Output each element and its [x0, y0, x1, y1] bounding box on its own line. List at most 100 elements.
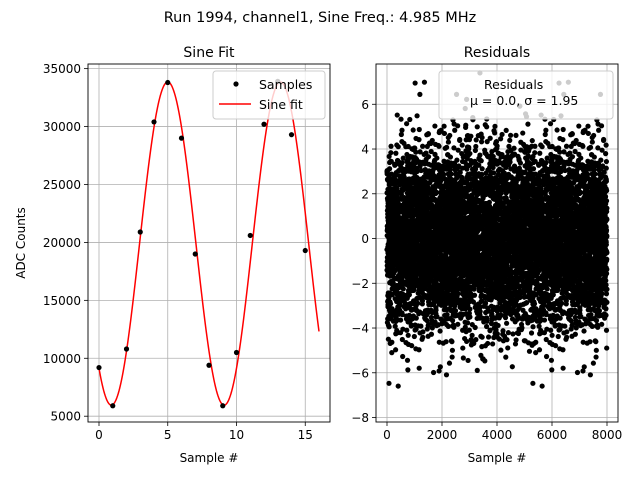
sine-fit-ytick-label: 10000 [43, 352, 81, 366]
residual-point [513, 132, 519, 138]
sine-fit-xtick-label: 15 [298, 428, 313, 442]
residual-point [452, 127, 458, 133]
sine-fit-ytick-label: 25000 [43, 178, 81, 192]
residual-point [485, 334, 492, 340]
residual-point [474, 124, 480, 130]
residual-point [421, 79, 428, 85]
residual-point [411, 333, 417, 340]
residual-point [407, 116, 413, 123]
residual-point [472, 324, 478, 331]
residual-point [447, 132, 453, 139]
residual-point [399, 336, 405, 343]
residual-point [441, 130, 448, 137]
residual-point [507, 137, 513, 143]
residual-point [484, 124, 490, 130]
residual-point [420, 334, 426, 340]
residual-point [457, 136, 463, 143]
residual-point [412, 80, 418, 86]
legend-fit-label: Sine fit [259, 97, 303, 112]
residual-point [405, 332, 411, 338]
residual-point [393, 150, 399, 156]
residual-point [389, 339, 395, 345]
residual-point [388, 143, 394, 149]
residual-point [448, 171, 454, 177]
residual-point [436, 143, 442, 149]
residual-point [498, 347, 504, 353]
residual-point [399, 312, 406, 318]
residual-point [434, 155, 440, 161]
sine-fit-legend: Samples Sine fit [212, 70, 326, 120]
residual-point [447, 154, 454, 160]
residual-point [500, 328, 506, 334]
residual-point [513, 337, 519, 343]
sine-fit-title: Sine Fit [183, 45, 235, 61]
residual-point [416, 126, 422, 133]
residual-point [471, 292, 478, 298]
residual-point [479, 171, 485, 178]
sample-point [178, 135, 185, 141]
residual-point [510, 331, 516, 337]
sine-fit-panel: Sine Fit 0 5 10 155000100001500020000250003… [14, 45, 331, 465]
sample-point [192, 251, 198, 257]
sample-point [288, 132, 295, 138]
residual-point [471, 286, 477, 292]
legend-samples-label: Samples [259, 77, 312, 92]
residual-point [452, 307, 459, 314]
residual-point [499, 131, 505, 138]
residual-point [467, 314, 473, 320]
residual-point [508, 132, 514, 138]
residual-point [430, 369, 437, 376]
residual-point [432, 123, 438, 129]
residual-point [460, 345, 466, 351]
sine-fit-xlabel: Sample # [180, 451, 239, 465]
residual-point [433, 307, 439, 313]
residual-point [400, 286, 406, 292]
residual-point [479, 166, 485, 172]
residual-point [415, 300, 421, 306]
residual-point [477, 308, 483, 315]
residual-point [445, 323, 451, 329]
sample-point [110, 403, 116, 409]
sine-fit-curve [98, 81, 320, 406]
residuals-title: Residuals [464, 45, 530, 61]
residual-point [413, 315, 419, 321]
residual-point [429, 137, 435, 144]
residual-point [472, 147, 478, 154]
residual-point [465, 320, 471, 326]
residual-point [464, 338, 470, 345]
residual-point [478, 158, 484, 164]
residual-point [505, 330, 511, 336]
residual-point [455, 147, 461, 153]
residual-point [463, 293, 470, 300]
residual-point [408, 301, 414, 307]
sine-fit-ytick-label: 5000 [50, 410, 81, 424]
residual-point [485, 340, 491, 347]
residual-point [404, 357, 411, 363]
sine-fit-legend-box [212, 70, 326, 120]
residual-point [467, 150, 473, 157]
residual-point [479, 134, 485, 141]
residual-point [445, 139, 452, 145]
residual-point [395, 383, 401, 389]
sample-point [165, 79, 171, 86]
sine-fit-samples [96, 78, 308, 409]
residual-point [443, 372, 450, 378]
residuals-points [384, 70, 610, 389]
residual-point [389, 306, 395, 312]
residual-point [495, 322, 501, 329]
residual-point [386, 324, 392, 330]
residual-point [477, 152, 483, 158]
residual-point [451, 145, 457, 151]
residual-point [455, 123, 461, 129]
residual-point [412, 145, 418, 151]
residual-point [449, 339, 455, 345]
residual-point [462, 324, 468, 330]
residual-point [398, 317, 404, 323]
residual-point [479, 298, 485, 304]
residual-point [419, 298, 426, 304]
residual-point [417, 91, 423, 97]
legend-samples-marker [233, 81, 239, 87]
residual-point [389, 350, 395, 356]
residual-point [388, 150, 394, 156]
